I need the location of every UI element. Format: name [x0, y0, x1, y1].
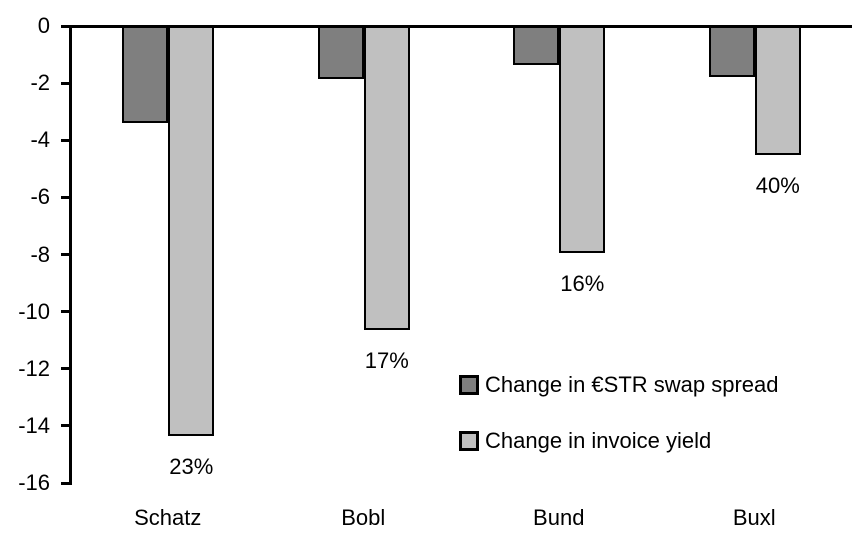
bar-bobl-invoice-yield — [363, 24, 410, 331]
legend-item-invoice-yield: Change in invoice yield — [459, 428, 779, 453]
y-axis-tick — [61, 481, 71, 485]
bar-schatz-invoice-yield — [168, 24, 215, 436]
y-axis-tick — [61, 195, 71, 199]
y-axis-tick-label: -16 — [18, 470, 50, 495]
y-axis-tick-label: -14 — [18, 412, 50, 438]
y-axis-tick — [61, 81, 71, 85]
y-axis-tick-label: -10 — [18, 298, 50, 324]
data-label-bobl: 17% — [364, 348, 409, 374]
x-axis-label-buxl: Buxl — [732, 505, 776, 530]
x-axis-label-bund: Bund — [533, 505, 585, 530]
y-axis-tick — [61, 424, 71, 428]
x-axis-label-schatz: Schatz — [134, 505, 202, 530]
y-axis-tick-label: 0 — [37, 13, 50, 38]
bar-buxl-invoice-yield — [754, 24, 801, 155]
data-label-schatz: 23% — [169, 453, 214, 479]
legend-label-swap-spread: Change in €STR swap spread — [485, 372, 779, 397]
y-axis-tick-label: -12 — [18, 355, 50, 381]
legend-label-invoice-yield: Change in invoice yield — [485, 428, 712, 453]
x-axis-zero-line — [61, 24, 852, 28]
y-axis-tick — [61, 138, 71, 142]
legend: Change in €STR swap spread Change in inv… — [459, 372, 779, 485]
legend-swatch-swap-spread-icon — [459, 375, 479, 395]
y-axis-tick-label: -2 — [30, 70, 50, 96]
bar-schatz-swap-spread — [122, 24, 169, 124]
y-axis-tick-label: -4 — [30, 127, 50, 153]
y-axis-tick — [61, 253, 71, 256]
y-axis-tick — [61, 310, 71, 314]
data-label-buxl: 40% — [755, 172, 800, 198]
y-axis-tick-label: -8 — [30, 241, 50, 267]
data-label-bund: 16% — [560, 271, 605, 297]
bar-bund-swap-spread — [513, 24, 560, 65]
bar-buxl-swap-spread — [708, 24, 755, 78]
y-axis-tick-label: -6 — [30, 184, 50, 210]
legend-swatch-invoice-yield-icon — [459, 431, 479, 451]
bar-bobl-swap-spread — [317, 24, 364, 79]
x-axis-label-bobl: Bobl — [341, 505, 386, 530]
y-axis-tick — [61, 24, 71, 28]
bar-bund-invoice-yield — [559, 24, 606, 254]
y-axis-tick — [61, 367, 71, 371]
legend-item-swap-spread: Change in €STR swap spread — [459, 372, 779, 397]
